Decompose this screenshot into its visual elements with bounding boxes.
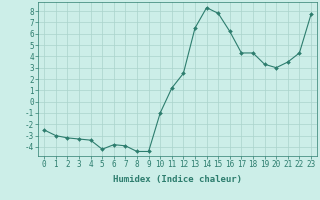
X-axis label: Humidex (Indice chaleur): Humidex (Indice chaleur) xyxy=(113,175,242,184)
